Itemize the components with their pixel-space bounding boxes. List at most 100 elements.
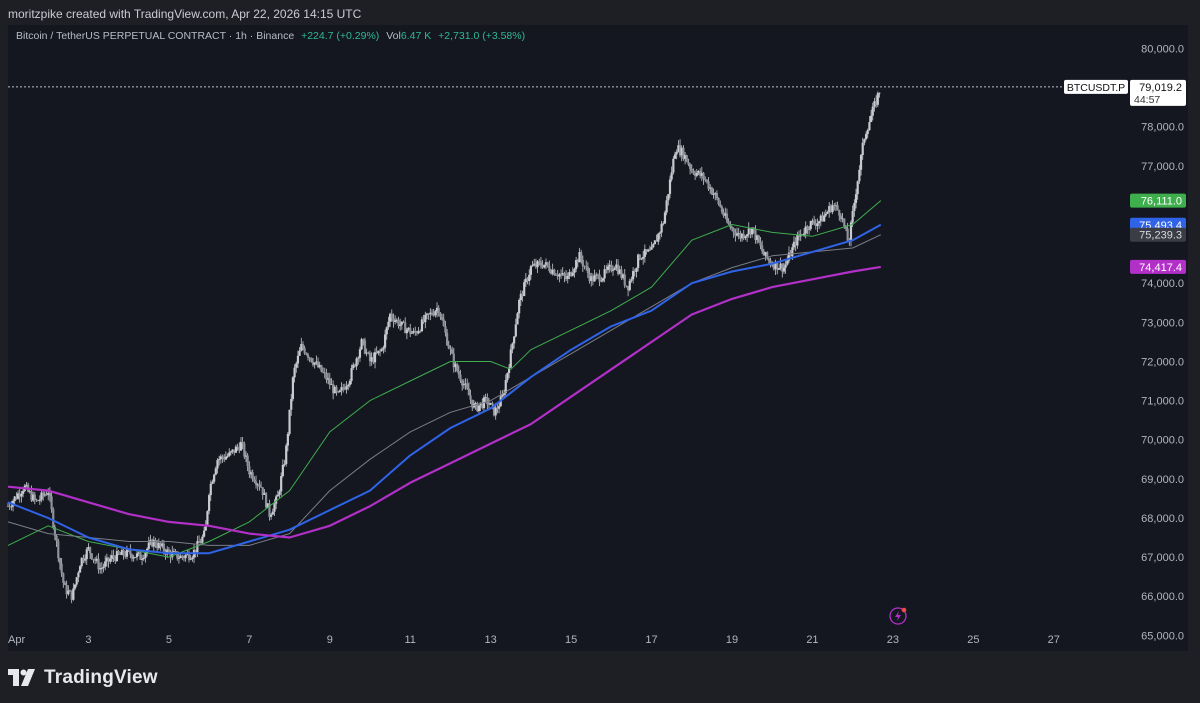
candle-body	[781, 263, 784, 272]
candle-body	[777, 268, 781, 270]
candle-body	[653, 240, 657, 245]
candle-body	[608, 264, 611, 267]
candle-body	[635, 267, 638, 272]
candle-body	[233, 449, 236, 453]
candle-body	[172, 551, 176, 552]
candle-body	[854, 194, 858, 203]
candle-body	[223, 457, 226, 460]
candle-body	[645, 249, 648, 252]
candle-body	[206, 511, 209, 525]
candle-body	[484, 397, 487, 398]
candle-body	[372, 357, 375, 363]
candle-body	[154, 539, 157, 546]
candle-body	[870, 115, 873, 123]
candle-body	[722, 212, 725, 216]
candle-body	[762, 251, 765, 256]
candle-body	[616, 264, 620, 274]
candle-body	[151, 539, 154, 547]
symbol-badge	[1064, 79, 1128, 94]
candle-body	[672, 158, 675, 173]
candle-body	[280, 476, 283, 492]
candle-body	[585, 266, 588, 268]
x-tick-label: 23	[887, 634, 899, 646]
candle-body	[779, 263, 782, 269]
candle-body	[65, 585, 68, 595]
candle-body	[491, 402, 494, 405]
candle-body	[332, 384, 335, 394]
candle-body	[100, 567, 103, 569]
candle-body	[729, 224, 732, 228]
candle-body	[140, 559, 144, 560]
candle-body	[564, 276, 568, 279]
candle-body	[804, 226, 807, 234]
candle-body	[94, 559, 97, 561]
candle-body	[249, 472, 253, 475]
candle-body	[759, 242, 762, 246]
candle-body	[20, 493, 23, 497]
candle-body	[236, 446, 239, 448]
candle-body	[873, 101, 876, 107]
moving-average-line	[7, 200, 882, 558]
candle-body	[82, 557, 85, 561]
flash-icon[interactable]	[889, 607, 907, 625]
candle-body	[8, 506, 11, 508]
candle-body	[425, 313, 429, 315]
candle-body	[705, 179, 708, 182]
candle-body	[345, 386, 348, 390]
candle-body	[278, 491, 281, 495]
candle-body	[72, 588, 75, 600]
symbol-title[interactable]: Bitcoin / TetherUS PERPETUAL CONTRACT · …	[16, 30, 295, 42]
candle-body	[35, 499, 38, 501]
candle-body	[288, 409, 291, 434]
candle-body	[570, 272, 573, 276]
candle-body	[536, 261, 539, 268]
candle-body	[449, 348, 452, 350]
candle-body	[556, 275, 559, 277]
candle-body	[771, 264, 774, 266]
candle-body	[596, 274, 600, 276]
candle-body	[782, 267, 786, 272]
candle-body	[328, 378, 331, 385]
candle-body	[546, 262, 549, 266]
candle-body	[62, 573, 65, 583]
candle-body	[638, 254, 641, 259]
candle-body	[675, 152, 678, 155]
candle-body	[340, 387, 343, 391]
candle-body	[53, 527, 57, 536]
candle-body	[581, 259, 584, 267]
candle-body	[258, 484, 261, 487]
candle-body	[214, 468, 217, 475]
candle-body	[360, 339, 363, 350]
candle-body	[824, 213, 827, 216]
candle-body	[623, 274, 626, 286]
candle-body	[109, 558, 112, 562]
candle-body	[662, 223, 665, 225]
candle-body	[382, 347, 385, 350]
candle-body	[208, 495, 211, 512]
candle-body	[610, 264, 613, 271]
candle-body	[87, 547, 90, 550]
candle-body	[769, 260, 772, 265]
candle-body	[18, 493, 21, 497]
tradingview-brand: TradingView	[44, 667, 158, 688]
y-tick-label: 65,000.0	[1141, 630, 1184, 642]
candle-body	[531, 265, 534, 267]
candle-body	[28, 491, 31, 493]
candle-body	[704, 178, 707, 180]
candle-body	[643, 249, 646, 257]
volume-label: Vol	[386, 30, 401, 42]
candle-body	[92, 558, 95, 560]
candle-body	[539, 262, 543, 266]
candle-body	[606, 266, 610, 270]
candle-body	[107, 557, 110, 562]
candle-body	[796, 235, 799, 246]
candle-body	[767, 258, 770, 261]
candle-body	[253, 479, 256, 482]
y-tick-label: 69,000.0	[1141, 474, 1184, 486]
candle-body	[392, 318, 395, 322]
candle-body	[618, 269, 621, 274]
candle-body	[732, 228, 735, 233]
candle-body	[327, 378, 330, 380]
candle-body	[712, 194, 715, 195]
